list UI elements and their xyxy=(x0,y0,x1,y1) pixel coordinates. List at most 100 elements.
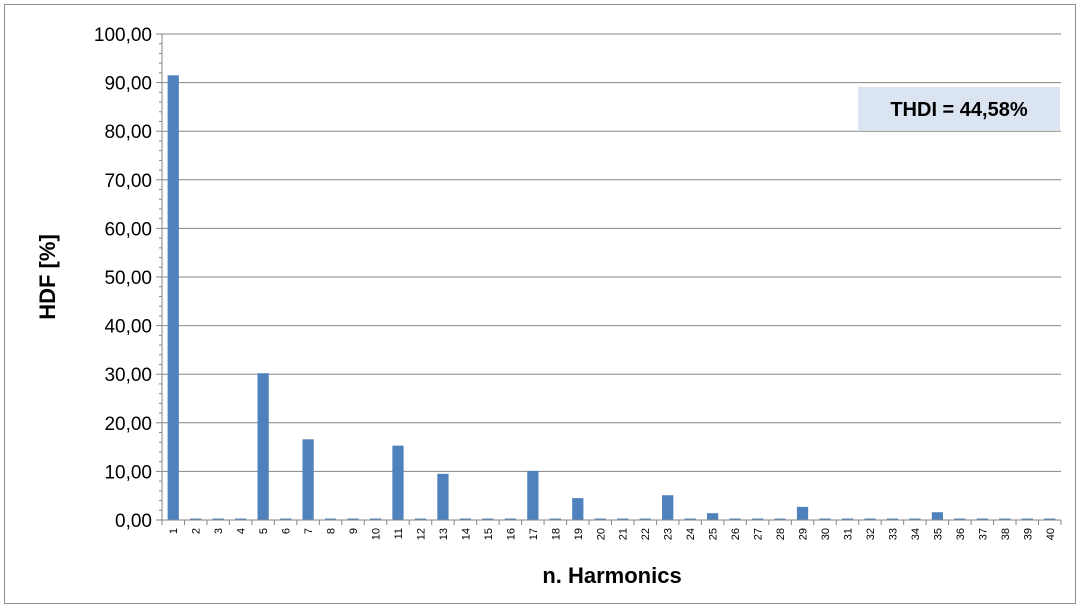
x-tick-label: 3 xyxy=(213,528,225,534)
x-tick-label: 15 xyxy=(483,528,495,540)
bar-h38 xyxy=(999,518,1011,520)
bar-h32 xyxy=(864,518,876,520)
bar-h3 xyxy=(212,518,224,520)
bar-h39 xyxy=(1021,518,1033,520)
x-tick-label: 26 xyxy=(730,528,742,540)
bar-h34 xyxy=(909,518,921,520)
bar-h18 xyxy=(549,518,561,520)
bar-h26 xyxy=(729,518,741,520)
y-tick-label: 80,00 xyxy=(104,122,152,143)
x-tick-label: 38 xyxy=(1000,528,1012,540)
x-tick-label: 7 xyxy=(303,528,315,534)
x-tick-label: 4 xyxy=(236,528,248,534)
x-tick-label: 39 xyxy=(1022,528,1034,540)
bar-h17 xyxy=(527,470,539,520)
x-tick-label: 18 xyxy=(550,528,562,540)
bar-h40 xyxy=(1044,518,1056,520)
bar-h31 xyxy=(841,518,854,520)
thdi-annotation: THDI = 44,58% xyxy=(858,87,1060,130)
x-tick-label: 24 xyxy=(685,528,697,540)
y-tick-label: 100,00 xyxy=(94,25,152,46)
x-tick-label: 30 xyxy=(820,528,832,540)
bar-h11 xyxy=(392,445,404,520)
x-tick-label: 27 xyxy=(753,528,765,540)
axes xyxy=(156,33,1062,525)
bars xyxy=(167,75,1056,520)
bar-h7 xyxy=(302,439,314,520)
y-tick-label: 60,00 xyxy=(104,219,152,240)
x-tick-label: 37 xyxy=(977,528,989,540)
bar-h23 xyxy=(662,495,674,520)
bar-h19 xyxy=(572,498,584,520)
x-tick-label: 19 xyxy=(573,528,585,540)
bar-h5 xyxy=(257,373,269,520)
x-tick-label: 1 xyxy=(168,528,180,534)
bar-h28 xyxy=(774,518,786,520)
x-tick-labels: 1 2 3 4 5 6 7 8 9 10 11 12 13 14 15 16 17 18 19 20 21 22 23 24 2… xyxy=(168,528,1057,540)
bar-h35 xyxy=(931,512,944,520)
x-tick-label: 21 xyxy=(618,528,630,540)
x-tick-label: 16 xyxy=(505,528,517,540)
thdi-annotation-text: THDI = 44,58% xyxy=(890,99,1028,121)
bar-h21 xyxy=(617,518,629,520)
x-tick-label: 20 xyxy=(595,528,607,540)
x-tick-label: 8 xyxy=(326,528,338,534)
x-tick-label: 17 xyxy=(528,528,540,540)
bar-h36 xyxy=(954,518,966,520)
bar-h9 xyxy=(347,518,359,520)
y-tick-labels: 0,00 10,00 20,00 30,00 40,00 50,00 60,00 70,00 8… xyxy=(94,25,152,532)
bar-h30 xyxy=(819,518,831,520)
bar-h2 xyxy=(190,518,202,520)
bar-h1 xyxy=(167,75,179,520)
x-tick-label: 5 xyxy=(258,528,270,534)
x-tick-label: 29 xyxy=(798,528,810,540)
x-tick-label: 36 xyxy=(955,528,967,540)
bar-h8 xyxy=(324,518,337,520)
y-tick-label: 90,00 xyxy=(104,74,152,95)
bar-h14 xyxy=(459,518,472,520)
x-axis-title: n. Harmonics xyxy=(542,563,681,588)
x-tick-label: 31 xyxy=(842,528,854,540)
x-tick-label: 22 xyxy=(640,528,652,540)
y-axis-title: HDF [%] xyxy=(35,234,60,320)
bar-h16 xyxy=(504,518,516,520)
x-tick-label: 40 xyxy=(1045,528,1057,540)
x-tick-label: 10 xyxy=(371,528,383,540)
x-tick-label: 33 xyxy=(887,528,899,540)
x-tick-label: 23 xyxy=(663,528,675,540)
y-tick-label: 20,00 xyxy=(104,414,152,435)
x-tick-label: 35 xyxy=(932,528,944,540)
x-tick-label: 28 xyxy=(775,528,787,540)
bar-h15 xyxy=(482,518,494,520)
y-tick-label: 0,00 xyxy=(115,511,152,532)
x-tick-label: 34 xyxy=(910,528,922,540)
bar-h24 xyxy=(684,518,696,520)
x-tick-label: 2 xyxy=(191,528,203,534)
bar-h22 xyxy=(639,518,651,520)
x-tick-label: 6 xyxy=(281,528,293,534)
x-tick-label: 12 xyxy=(415,528,427,540)
x-tick-label: 11 xyxy=(393,528,405,539)
x-tick-label: 14 xyxy=(460,528,472,540)
y-tick-label: 40,00 xyxy=(104,317,152,338)
bar-h27 xyxy=(751,518,764,520)
bar-h13 xyxy=(437,473,449,520)
bar-h12 xyxy=(414,518,427,520)
x-tick-label: 9 xyxy=(348,528,360,534)
x-tick-label: 32 xyxy=(865,528,877,540)
bar-h10 xyxy=(369,518,382,520)
bar-h25 xyxy=(707,513,719,520)
bar-h33 xyxy=(886,518,899,520)
x-tick-label: 25 xyxy=(708,528,720,540)
y-tick-label: 70,00 xyxy=(104,171,152,192)
bar-h4 xyxy=(235,518,247,520)
bar-h37 xyxy=(976,518,988,520)
thdi-annotation-background xyxy=(858,87,1060,130)
bar-h6 xyxy=(279,518,292,520)
y-tick-label: 50,00 xyxy=(104,268,152,289)
y-tick-label: 30,00 xyxy=(104,365,152,386)
bar-h20 xyxy=(594,518,606,520)
y-tick-label: 10,00 xyxy=(104,462,152,483)
bar-h29 xyxy=(796,506,809,520)
